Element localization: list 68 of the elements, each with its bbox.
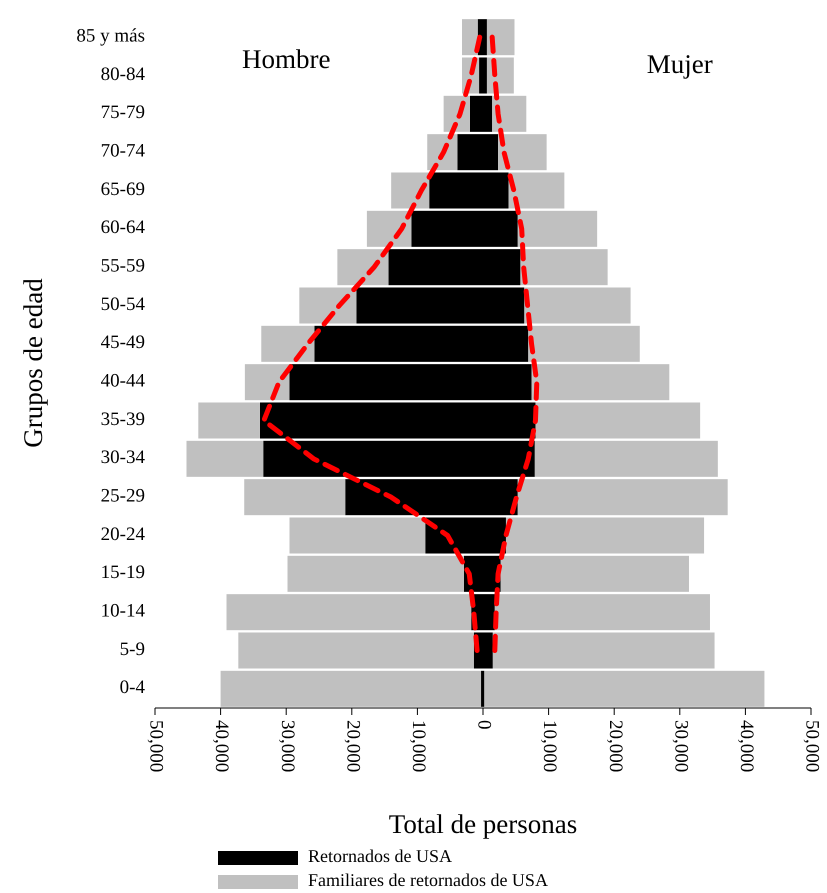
y-tick-label: 40-44 (100, 370, 146, 392)
y-tick-label: 45-49 (100, 332, 145, 354)
bar (508, 172, 564, 209)
y-tick-label: 10-14 (100, 600, 146, 622)
bar (484, 670, 764, 707)
bar (391, 172, 430, 209)
bar (524, 287, 631, 324)
bar (244, 479, 346, 516)
y-tick-label: 75-79 (100, 102, 145, 124)
y-tick-label: 5-9 (120, 638, 145, 660)
x-tick-label: 40,000 (736, 720, 758, 772)
y-axis-title: Grupos de edad (18, 278, 48, 448)
bar (288, 556, 464, 592)
bar (462, 19, 478, 56)
x-tick-label: 30,000 (670, 720, 692, 772)
y-tick-label: 60-64 (100, 217, 146, 238)
y-tick-label: 85 y más (76, 26, 145, 47)
y-tick-label: 55-59 (100, 256, 145, 277)
y-tick-label: 0-4 (120, 677, 146, 698)
bar (498, 134, 547, 170)
bar (528, 326, 640, 362)
bar (532, 364, 670, 400)
y-tick-label: 15-19 (100, 562, 145, 584)
bar (261, 326, 314, 362)
y-tick-label: 50-54 (100, 294, 146, 315)
bar (518, 210, 598, 247)
bar (494, 594, 710, 630)
y-tick-label: 35-39 (100, 408, 145, 430)
bar (238, 632, 474, 669)
y-tick-label: 65-69 (100, 178, 145, 200)
bar (520, 249, 608, 286)
bar (289, 517, 426, 554)
bar (483, 57, 487, 94)
bar (226, 594, 472, 630)
legend-label: Familiares de retornados de USA (308, 870, 548, 890)
bar (244, 364, 290, 400)
annotation: Mujer (646, 49, 713, 79)
bar (506, 517, 704, 554)
bar (534, 440, 718, 477)
y-tick-label: 25-29 (100, 486, 145, 507)
bar (299, 287, 356, 324)
x-tick-label: 20,000 (604, 720, 626, 772)
x-tick-label: 50,000 (802, 720, 823, 772)
annotation: Hombre (242, 44, 330, 74)
bar (198, 402, 260, 439)
bar (500, 556, 689, 592)
bar (486, 19, 514, 56)
legend-label: Retornados de USA (308, 846, 452, 866)
y-tick-label: 70-74 (100, 140, 146, 162)
bar (479, 57, 483, 94)
x-axis-title: Total de personas (388, 809, 578, 839)
y-tick-label: 30-34 (100, 447, 146, 468)
bar (366, 210, 412, 247)
y-tick-label: 80-84 (100, 64, 146, 85)
bar (337, 249, 389, 286)
bar (492, 632, 715, 669)
x-tick-label: 10,000 (408, 720, 430, 772)
x-tick-label: 0 (474, 720, 495, 730)
x-tick-label: 50,000 (146, 720, 167, 772)
bar (186, 440, 264, 477)
y-tick-label: 20-24 (100, 524, 146, 545)
x-tick-label: 40,000 (211, 720, 232, 772)
x-tick-label: 10,000 (539, 720, 560, 772)
bar (535, 402, 700, 439)
bar (518, 479, 728, 516)
x-tick-label: 20,000 (342, 720, 364, 772)
bar (220, 670, 482, 707)
x-tick-label: 30,000 (276, 720, 298, 772)
